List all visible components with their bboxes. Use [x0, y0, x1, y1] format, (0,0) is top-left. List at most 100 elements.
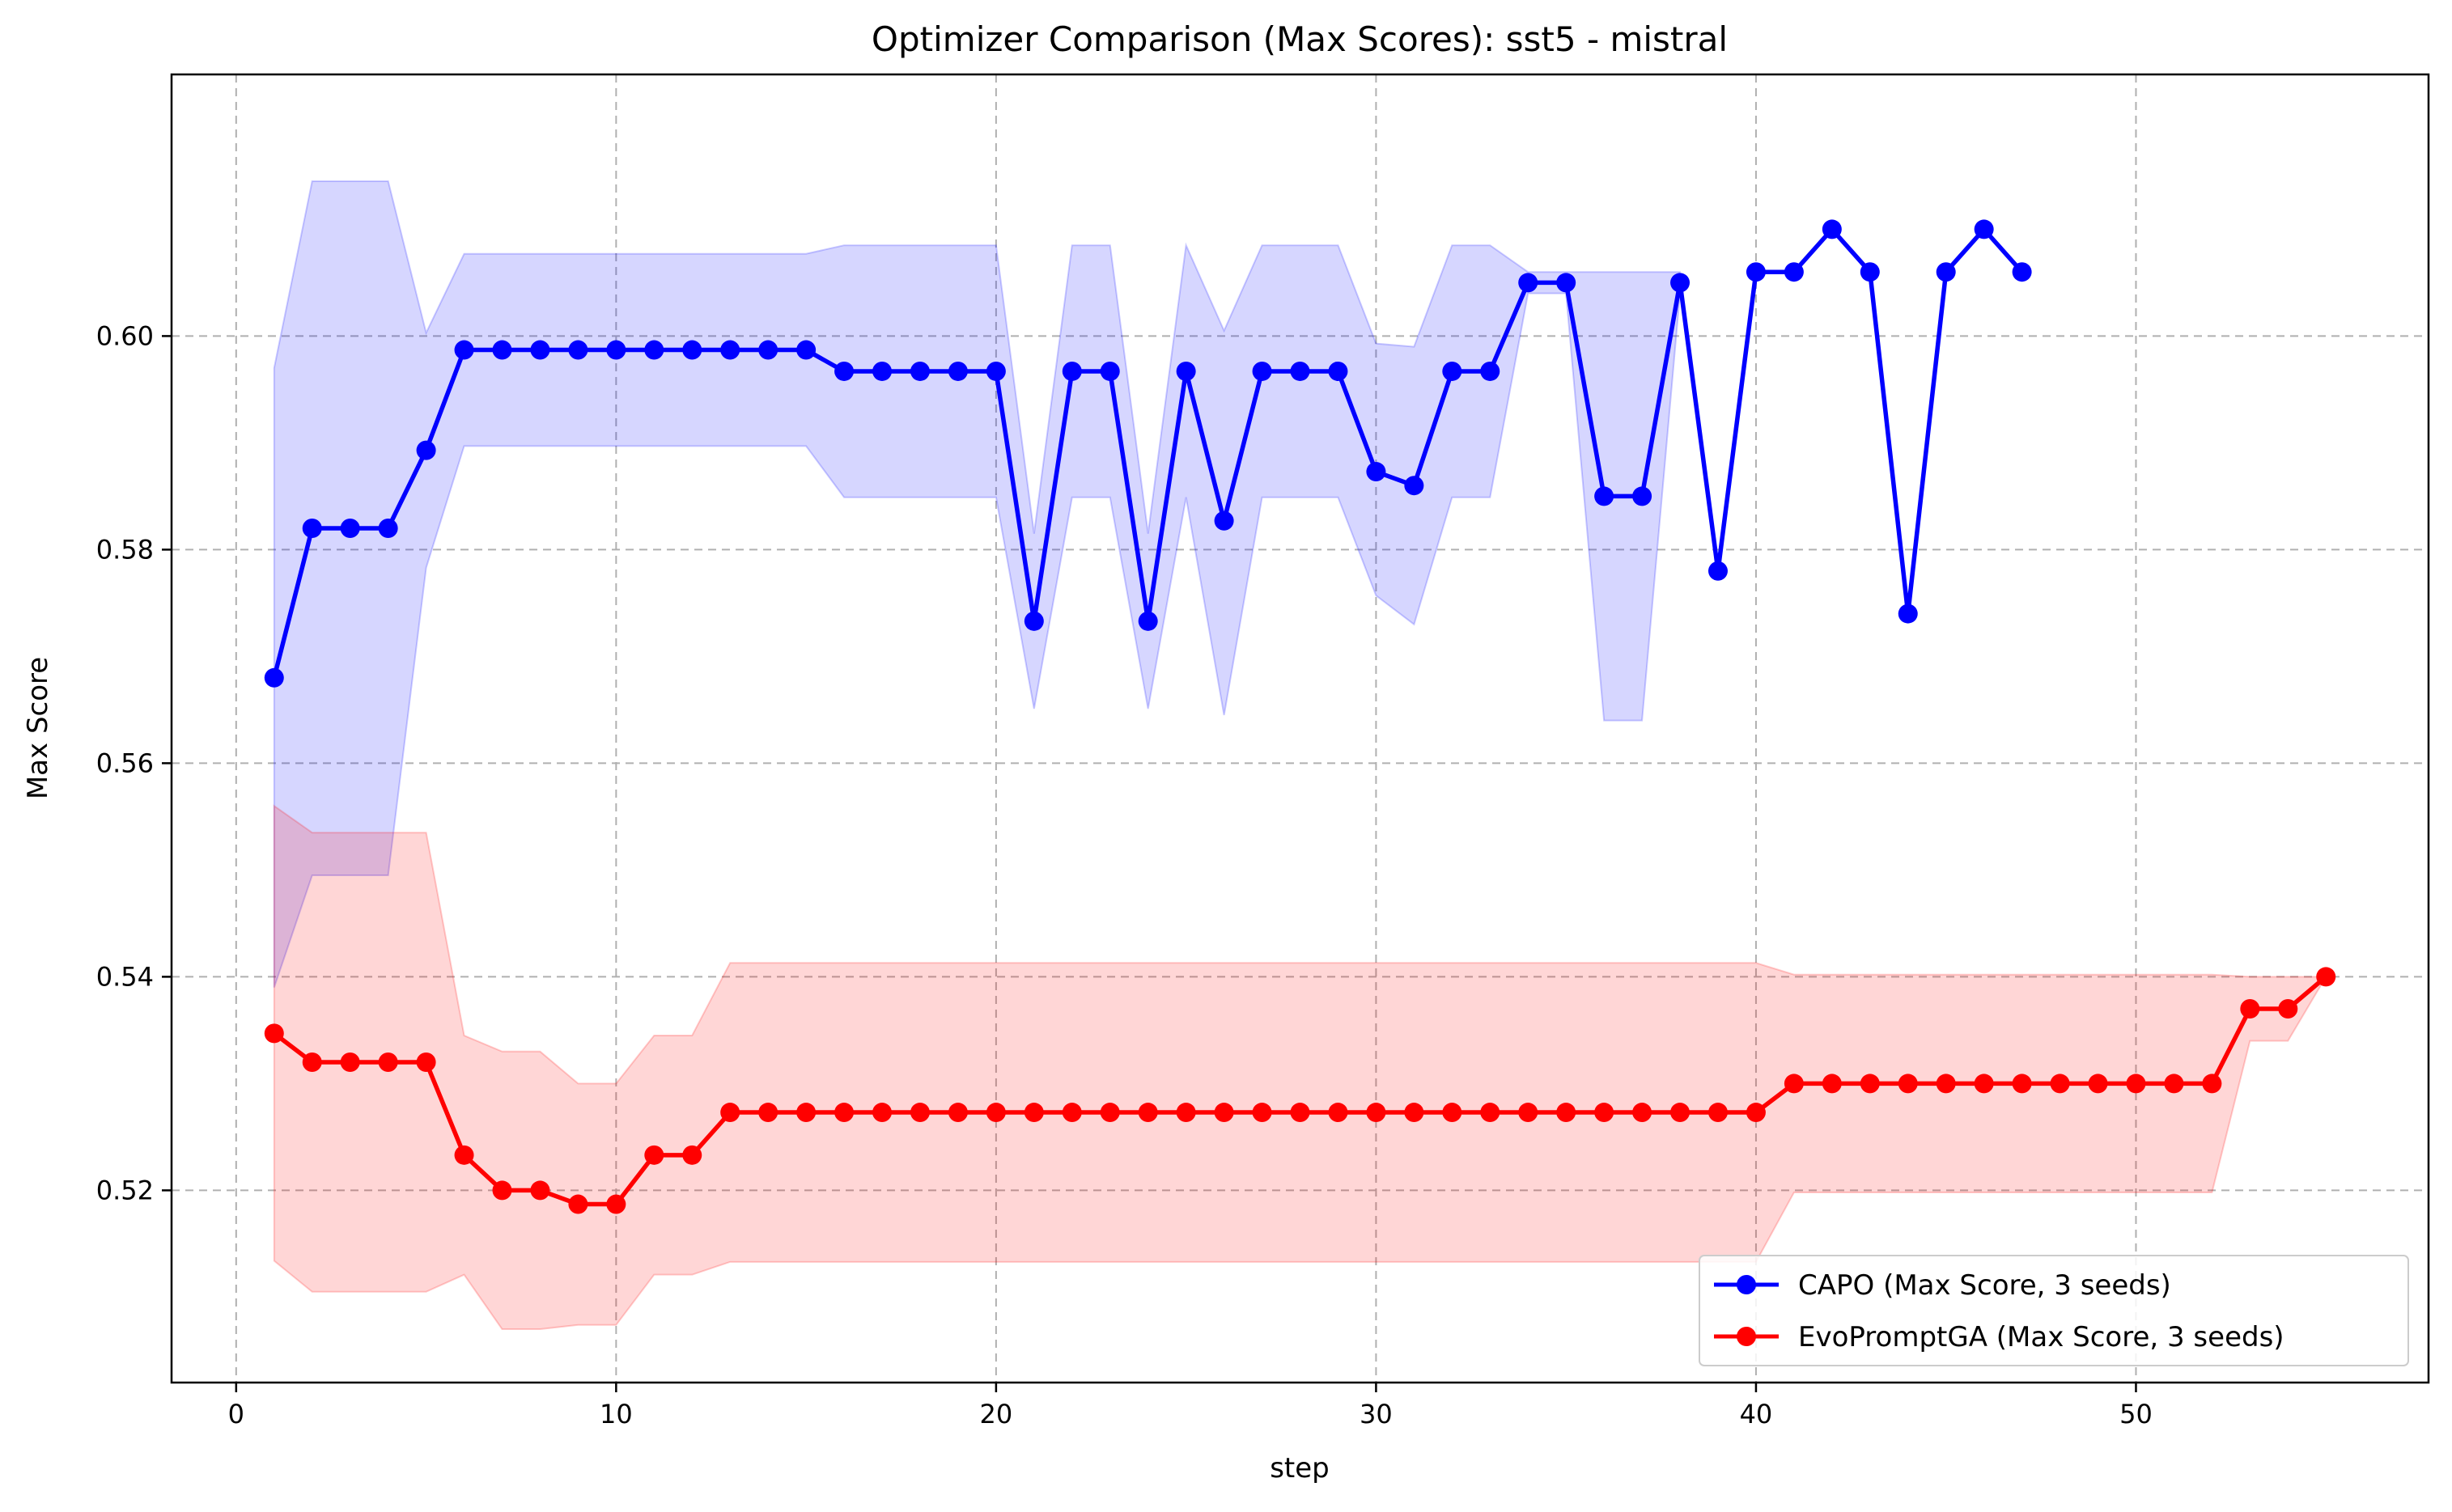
- data-point: [796, 1103, 817, 1123]
- data-point: [1138, 1103, 1158, 1123]
- data-point: [1062, 361, 1082, 381]
- data-point: [1480, 361, 1500, 381]
- data-point: [454, 1145, 474, 1165]
- plot-area: [170, 73, 2430, 1384]
- data-point: [682, 340, 702, 360]
- data-point: [720, 340, 740, 360]
- data-point: [1214, 510, 1234, 531]
- data-point: [340, 1052, 360, 1072]
- data-point: [2202, 1074, 2222, 1094]
- data-point: [492, 1180, 512, 1201]
- legend: CAPO (Max Score, 3 seeds) EvoPromptGA (M…: [1699, 1255, 2409, 1366]
- y-tick-label: 0.56: [96, 748, 154, 778]
- plot-frame: [170, 73, 2430, 1384]
- data-point: [1100, 1103, 1120, 1123]
- legend-box: [1699, 1255, 2409, 1366]
- data-point: [2240, 999, 2260, 1019]
- data-point: [872, 1103, 893, 1123]
- data-point: [796, 340, 817, 360]
- y-tick-label: 0.54: [96, 961, 154, 992]
- data-point: [1062, 1103, 1082, 1123]
- data-point: [682, 1145, 702, 1165]
- data-point: [1594, 486, 1614, 506]
- data-point: [2316, 967, 2336, 987]
- data-point: [910, 361, 930, 381]
- y-axis-ticks: 0.52 0.54 0.56 0.58 0.60: [96, 320, 172, 1205]
- data-point: [416, 1052, 436, 1072]
- data-point: [568, 340, 588, 360]
- data-point: [1746, 262, 1766, 282]
- data-point: [378, 1052, 398, 1072]
- data-point: [1176, 361, 1196, 381]
- data-point: [1746, 1103, 1766, 1123]
- confidence-band: [273, 804, 2327, 1330]
- data-point: [1328, 1103, 1348, 1123]
- series-markers: [264, 219, 2336, 1214]
- data-point: [1822, 1074, 1842, 1094]
- data-point: [1100, 361, 1120, 381]
- data-point: [1784, 1074, 1804, 1094]
- data-point: [2278, 999, 2298, 1019]
- data-point: [530, 340, 550, 360]
- legend-label-evoprompt: EvoPromptGA (Max Score, 3 seeds): [1798, 1321, 2284, 1353]
- data-point: [1480, 1103, 1500, 1123]
- data-point: [2012, 262, 2032, 282]
- data-point: [1024, 1103, 1044, 1123]
- y-tick-label: 0.52: [96, 1175, 154, 1205]
- data-point: [530, 1180, 550, 1201]
- x-axis-ticks: 0 10 20 30 40 50: [228, 1383, 2153, 1429]
- data-point: [1404, 1103, 1424, 1123]
- x-tick-label: 40: [1740, 1399, 1773, 1429]
- data-point: [492, 340, 512, 360]
- data-point: [1366, 1103, 1386, 1123]
- data-point: [834, 361, 855, 381]
- data-point: [910, 1103, 930, 1123]
- data-point: [1632, 1103, 1652, 1123]
- data-point: [720, 1103, 740, 1123]
- data-point: [1670, 1103, 1691, 1123]
- data-point: [1290, 361, 1310, 381]
- data-point: [1252, 1103, 1272, 1123]
- data-point: [1670, 273, 1691, 293]
- data-point: [1518, 1103, 1538, 1123]
- data-point: [1442, 361, 1462, 381]
- data-point: [1366, 462, 1386, 482]
- x-tick-label: 10: [600, 1399, 633, 1429]
- data-point: [1024, 611, 1044, 631]
- x-axis-label: step: [1270, 1452, 1330, 1484]
- data-point: [1252, 361, 1272, 381]
- data-point: [1860, 262, 1880, 282]
- data-point: [2012, 1074, 2032, 1094]
- data-point: [2126, 1074, 2146, 1094]
- x-tick-label: 0: [228, 1399, 244, 1429]
- data-point: [1707, 561, 1728, 581]
- data-point: [1138, 611, 1158, 631]
- x-tick-label: 30: [1360, 1399, 1393, 1429]
- data-point: [1974, 219, 1994, 239]
- y-tick-label: 0.60: [96, 320, 154, 351]
- data-point: [1860, 1074, 1880, 1094]
- data-point: [1404, 476, 1424, 496]
- legend-marker-capo: [1737, 1275, 1756, 1294]
- data-point: [1974, 1074, 1994, 1094]
- data-point: [644, 1145, 664, 1165]
- data-point: [1632, 486, 1652, 506]
- data-point: [758, 1103, 778, 1123]
- legend-label-capo: CAPO (Max Score, 3 seeds): [1798, 1269, 2171, 1302]
- data-point: [454, 340, 474, 360]
- data-point: [834, 1103, 855, 1123]
- data-point: [1556, 1103, 1576, 1123]
- data-point: [872, 361, 893, 381]
- data-point: [606, 1194, 626, 1214]
- data-point: [1898, 1074, 1918, 1094]
- data-point: [264, 1023, 284, 1044]
- data-point: [606, 340, 626, 360]
- data-point: [1898, 604, 1918, 624]
- chart-title: Optimizer Comparison (Max Scores): sst5 …: [872, 19, 1728, 59]
- data-point: [644, 340, 664, 360]
- data-point: [1822, 219, 1842, 239]
- y-tick-label: 0.58: [96, 534, 154, 565]
- data-point: [302, 519, 322, 538]
- data-point: [2050, 1074, 2070, 1094]
